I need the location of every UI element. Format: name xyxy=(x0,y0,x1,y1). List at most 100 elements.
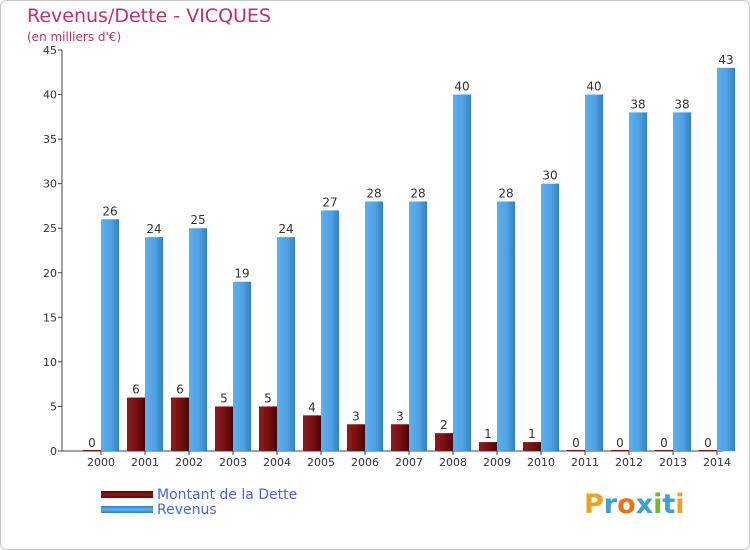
data-label-dette: 1 xyxy=(484,427,492,441)
data-label-dette: 6 xyxy=(132,383,140,397)
data-label-dette: 0 xyxy=(616,436,624,450)
logo-letter: t xyxy=(662,489,676,520)
bar-revenus xyxy=(321,210,339,451)
data-label-revenus: 40 xyxy=(454,80,469,94)
data-label-revenus: 19 xyxy=(234,267,249,281)
data-label-dette: 0 xyxy=(704,436,712,450)
legend-item-revenus: Revenus xyxy=(101,501,297,518)
bar-revenus xyxy=(189,228,207,451)
legend-label-revenus: Revenus xyxy=(157,501,217,518)
data-label-revenus: 38 xyxy=(630,97,645,111)
y-tick-label: 5 xyxy=(50,400,57,413)
logo-letter: r xyxy=(603,489,618,520)
bar-revenus xyxy=(145,237,163,451)
legend-item-dette: Montant de la Dette xyxy=(101,486,298,503)
x-tick-label: 2003 xyxy=(219,456,247,469)
bar-revenus xyxy=(277,237,295,451)
data-label-dette: 0 xyxy=(572,436,580,450)
data-label-revenus: 43 xyxy=(718,53,733,67)
x-tick-label: 2000 xyxy=(87,456,115,469)
data-label-dette: 3 xyxy=(352,409,360,423)
bar-dette xyxy=(171,397,189,451)
x-tick-label: 2011 xyxy=(571,456,599,469)
data-label-dette: 2 xyxy=(440,418,448,432)
x-tick-label: 2013 xyxy=(659,456,687,469)
legend-swatch-dette xyxy=(101,491,153,498)
chart-subtitle: (en milliers d'€) xyxy=(27,30,122,44)
data-label-dette: 4 xyxy=(308,400,316,414)
bar-dette xyxy=(523,442,541,451)
y-tick-label: 0 xyxy=(50,445,57,458)
x-tick-label: 2012 xyxy=(615,456,643,469)
x-tick-label: 2014 xyxy=(703,456,731,469)
bar-revenus xyxy=(101,219,119,451)
x-tick-label: 2010 xyxy=(527,456,555,469)
bar-revenus xyxy=(453,94,471,452)
bar-dette xyxy=(479,442,497,451)
logo-letter: i xyxy=(653,489,663,520)
bar-dette xyxy=(303,415,321,451)
bar-revenus xyxy=(497,201,515,451)
y-tick-label: 30 xyxy=(43,178,57,191)
data-label-dette: 6 xyxy=(176,383,184,397)
bar-revenus xyxy=(365,201,383,451)
bar-revenus xyxy=(673,112,691,451)
chart-legend: Montant de la Dette Revenus xyxy=(101,486,298,518)
x-tick-label: 2007 xyxy=(395,456,423,469)
data-label-revenus: 25 xyxy=(190,213,205,227)
y-tick-label: 10 xyxy=(43,356,57,369)
data-label-dette: 3 xyxy=(396,409,404,423)
bar-dette xyxy=(259,406,277,451)
y-tick-label: 40 xyxy=(43,89,57,102)
data-label-revenus: 28 xyxy=(498,186,513,200)
x-tick-label: 2008 xyxy=(439,456,467,469)
logo-letter: P xyxy=(584,489,604,520)
x-tick-label: 2004 xyxy=(263,456,291,469)
logo-letter: x xyxy=(635,489,654,520)
data-label-revenus: 28 xyxy=(410,186,425,200)
data-label-dette: 1 xyxy=(528,427,536,441)
logo-letter: i xyxy=(675,489,685,520)
x-tick-label: 2006 xyxy=(351,456,379,469)
bar-dette xyxy=(435,433,453,451)
bar-dette xyxy=(391,424,409,451)
bar-dette xyxy=(347,424,365,451)
data-label-revenus: 40 xyxy=(586,80,601,94)
x-tick-label: 2005 xyxy=(307,456,335,469)
legend-label-dette: Montant de la Dette xyxy=(157,486,298,503)
data-label-revenus: 24 xyxy=(278,222,293,236)
data-label-revenus: 27 xyxy=(322,195,337,209)
chart-title: Revenus/Dette - VICQUES xyxy=(27,5,271,27)
x-tick-label: 2009 xyxy=(483,456,511,469)
logo-letter: o xyxy=(617,489,636,520)
x-tick-label: 2001 xyxy=(131,456,159,469)
bar-dette xyxy=(127,397,145,451)
bar-revenus xyxy=(409,201,427,451)
bar-dette xyxy=(215,406,233,451)
y-tick-label: 15 xyxy=(43,311,57,324)
legend-swatch-revenus xyxy=(101,506,153,513)
bar-revenus xyxy=(585,94,603,452)
bar-revenus xyxy=(629,112,647,451)
data-label-revenus: 28 xyxy=(366,186,381,200)
proxiti-logo: Proxiti xyxy=(584,489,685,520)
y-tick-label: 45 xyxy=(43,44,57,57)
y-tick-label: 20 xyxy=(43,267,57,280)
data-label-dette: 5 xyxy=(264,391,272,405)
data-label-revenus: 30 xyxy=(542,169,557,183)
bar-revenus xyxy=(717,67,735,452)
y-tick-label: 35 xyxy=(43,133,57,146)
chart-data-labels: 26 0 24 6 25 6 19 5 24 5 27 4 28 3 28 3 40 2 28 1 30 1 40 0 38 0 3… xyxy=(88,53,733,450)
data-label-revenus: 26 xyxy=(102,204,117,218)
data-label-revenus: 38 xyxy=(674,97,689,111)
data-label-dette: 0 xyxy=(88,436,96,450)
data-label-dette: 0 xyxy=(660,436,668,450)
data-label-revenus: 24 xyxy=(146,222,161,236)
bar-revenus xyxy=(541,183,559,451)
x-tick-label: 2002 xyxy=(175,456,203,469)
data-label-dette: 5 xyxy=(220,391,228,405)
bar-revenus xyxy=(233,281,251,451)
y-tick-label: 25 xyxy=(43,222,57,235)
